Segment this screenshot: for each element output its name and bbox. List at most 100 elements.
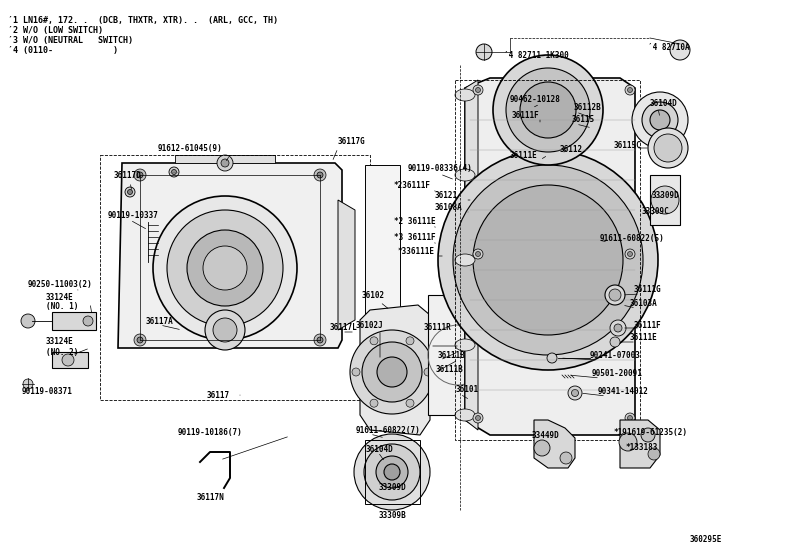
Circle shape (650, 110, 670, 130)
Text: *236111F: *236111F (394, 180, 431, 189)
Circle shape (628, 87, 633, 92)
Text: ′1 LN16#, 172. .  (DCB, THXTR, XTR). .  (ARL, GCC, TH): ′1 LN16#, 172. . (DCB, THXTR, XTR). . (A… (8, 16, 278, 25)
Ellipse shape (455, 254, 475, 266)
Text: 36102: 36102 (362, 291, 385, 300)
Circle shape (362, 342, 422, 402)
Text: 90241-07003: 90241-07003 (590, 352, 641, 361)
Circle shape (364, 444, 420, 500)
Text: *3 36111F: *3 36111F (394, 234, 436, 242)
Circle shape (384, 464, 400, 480)
Polygon shape (360, 305, 430, 435)
Polygon shape (118, 163, 342, 348)
Circle shape (493, 55, 603, 165)
Circle shape (354, 434, 430, 510)
Text: ′3 W/O (NEUTRAL   SWITCH): ′3 W/O (NEUTRAL SWITCH) (8, 36, 133, 45)
Bar (100, 155, 370, 400)
Circle shape (134, 169, 146, 181)
Circle shape (438, 150, 658, 370)
Circle shape (169, 167, 179, 177)
Circle shape (406, 337, 414, 345)
Text: 91611-60822(5): 91611-60822(5) (600, 234, 665, 242)
Text: 36104D: 36104D (650, 100, 678, 109)
Circle shape (314, 169, 326, 181)
Circle shape (632, 92, 688, 148)
Circle shape (314, 334, 326, 346)
Circle shape (171, 170, 177, 175)
Circle shape (83, 316, 93, 326)
Text: 360295E: 360295E (690, 535, 723, 544)
Circle shape (453, 165, 643, 355)
Text: *191619-61235(2): *191619-61235(2) (614, 427, 688, 436)
Text: 33309D: 33309D (378, 483, 406, 492)
Circle shape (23, 379, 33, 389)
Text: 90341-14012: 90341-14012 (598, 388, 649, 396)
Text: 90119-10186(7): 90119-10186(7) (178, 427, 242, 436)
Circle shape (520, 82, 576, 138)
Polygon shape (365, 165, 400, 395)
Text: 90501-20091: 90501-20091 (592, 370, 643, 379)
Text: 91612-61045(9): 91612-61045(9) (157, 143, 222, 152)
Circle shape (473, 185, 623, 335)
Text: 36111G: 36111G (634, 286, 662, 295)
Text: (NO. 2): (NO. 2) (46, 348, 79, 357)
Circle shape (350, 330, 434, 414)
Text: 36111E: 36111E (510, 151, 538, 160)
Circle shape (213, 318, 237, 342)
Circle shape (572, 390, 578, 396)
Circle shape (376, 456, 408, 488)
Circle shape (534, 440, 550, 456)
Circle shape (317, 172, 323, 178)
Circle shape (642, 102, 678, 138)
Text: 90462-10128: 90462-10128 (510, 96, 561, 105)
Circle shape (506, 68, 590, 152)
Circle shape (205, 310, 245, 350)
Polygon shape (428, 295, 490, 415)
Circle shape (610, 320, 626, 336)
Polygon shape (620, 420, 660, 468)
Ellipse shape (455, 169, 475, 181)
Ellipse shape (455, 89, 475, 101)
Circle shape (473, 249, 483, 259)
Polygon shape (52, 352, 88, 368)
Text: 36117G: 36117G (338, 138, 366, 147)
Circle shape (475, 87, 480, 92)
Circle shape (370, 337, 378, 345)
Circle shape (127, 189, 132, 194)
Circle shape (609, 289, 621, 301)
Circle shape (352, 368, 360, 376)
Text: ′4 82710A: ′4 82710A (648, 44, 689, 53)
Circle shape (134, 334, 146, 346)
Polygon shape (650, 175, 680, 225)
Text: ′4 82711-1K300: ′4 82711-1K300 (504, 52, 569, 60)
Text: *133183: *133183 (626, 444, 659, 452)
Text: 36101: 36101 (456, 385, 479, 394)
Ellipse shape (455, 409, 475, 421)
Text: 33124E: 33124E (46, 338, 74, 347)
Ellipse shape (455, 339, 475, 351)
Text: 36117A: 36117A (146, 318, 174, 326)
Circle shape (625, 85, 635, 95)
Text: 90250-11003(2): 90250-11003(2) (28, 281, 92, 290)
Text: 90119-10337: 90119-10337 (108, 212, 159, 221)
Circle shape (125, 187, 135, 197)
Text: ′4 (0110-            ): ′4 (0110- ) (8, 46, 118, 55)
Text: 36111B: 36111B (436, 366, 464, 375)
Text: 91611-60822(7): 91611-60822(7) (356, 426, 421, 435)
Text: 36117L: 36117L (330, 324, 358, 333)
Text: 36111E: 36111E (630, 334, 658, 343)
Text: 36112B: 36112B (574, 104, 602, 113)
Circle shape (619, 433, 637, 451)
Circle shape (377, 357, 407, 387)
Circle shape (424, 368, 432, 376)
Circle shape (648, 448, 660, 460)
Polygon shape (175, 155, 275, 163)
Circle shape (203, 246, 247, 290)
Circle shape (187, 230, 263, 306)
Polygon shape (465, 80, 478, 430)
Text: 36111F: 36111F (512, 110, 540, 119)
Circle shape (475, 416, 480, 421)
Circle shape (217, 155, 233, 171)
Text: *336111E: *336111E (398, 248, 435, 256)
Text: ′2 W/O (LOW SWITCH): ′2 W/O (LOW SWITCH) (8, 26, 103, 35)
Polygon shape (338, 200, 355, 330)
